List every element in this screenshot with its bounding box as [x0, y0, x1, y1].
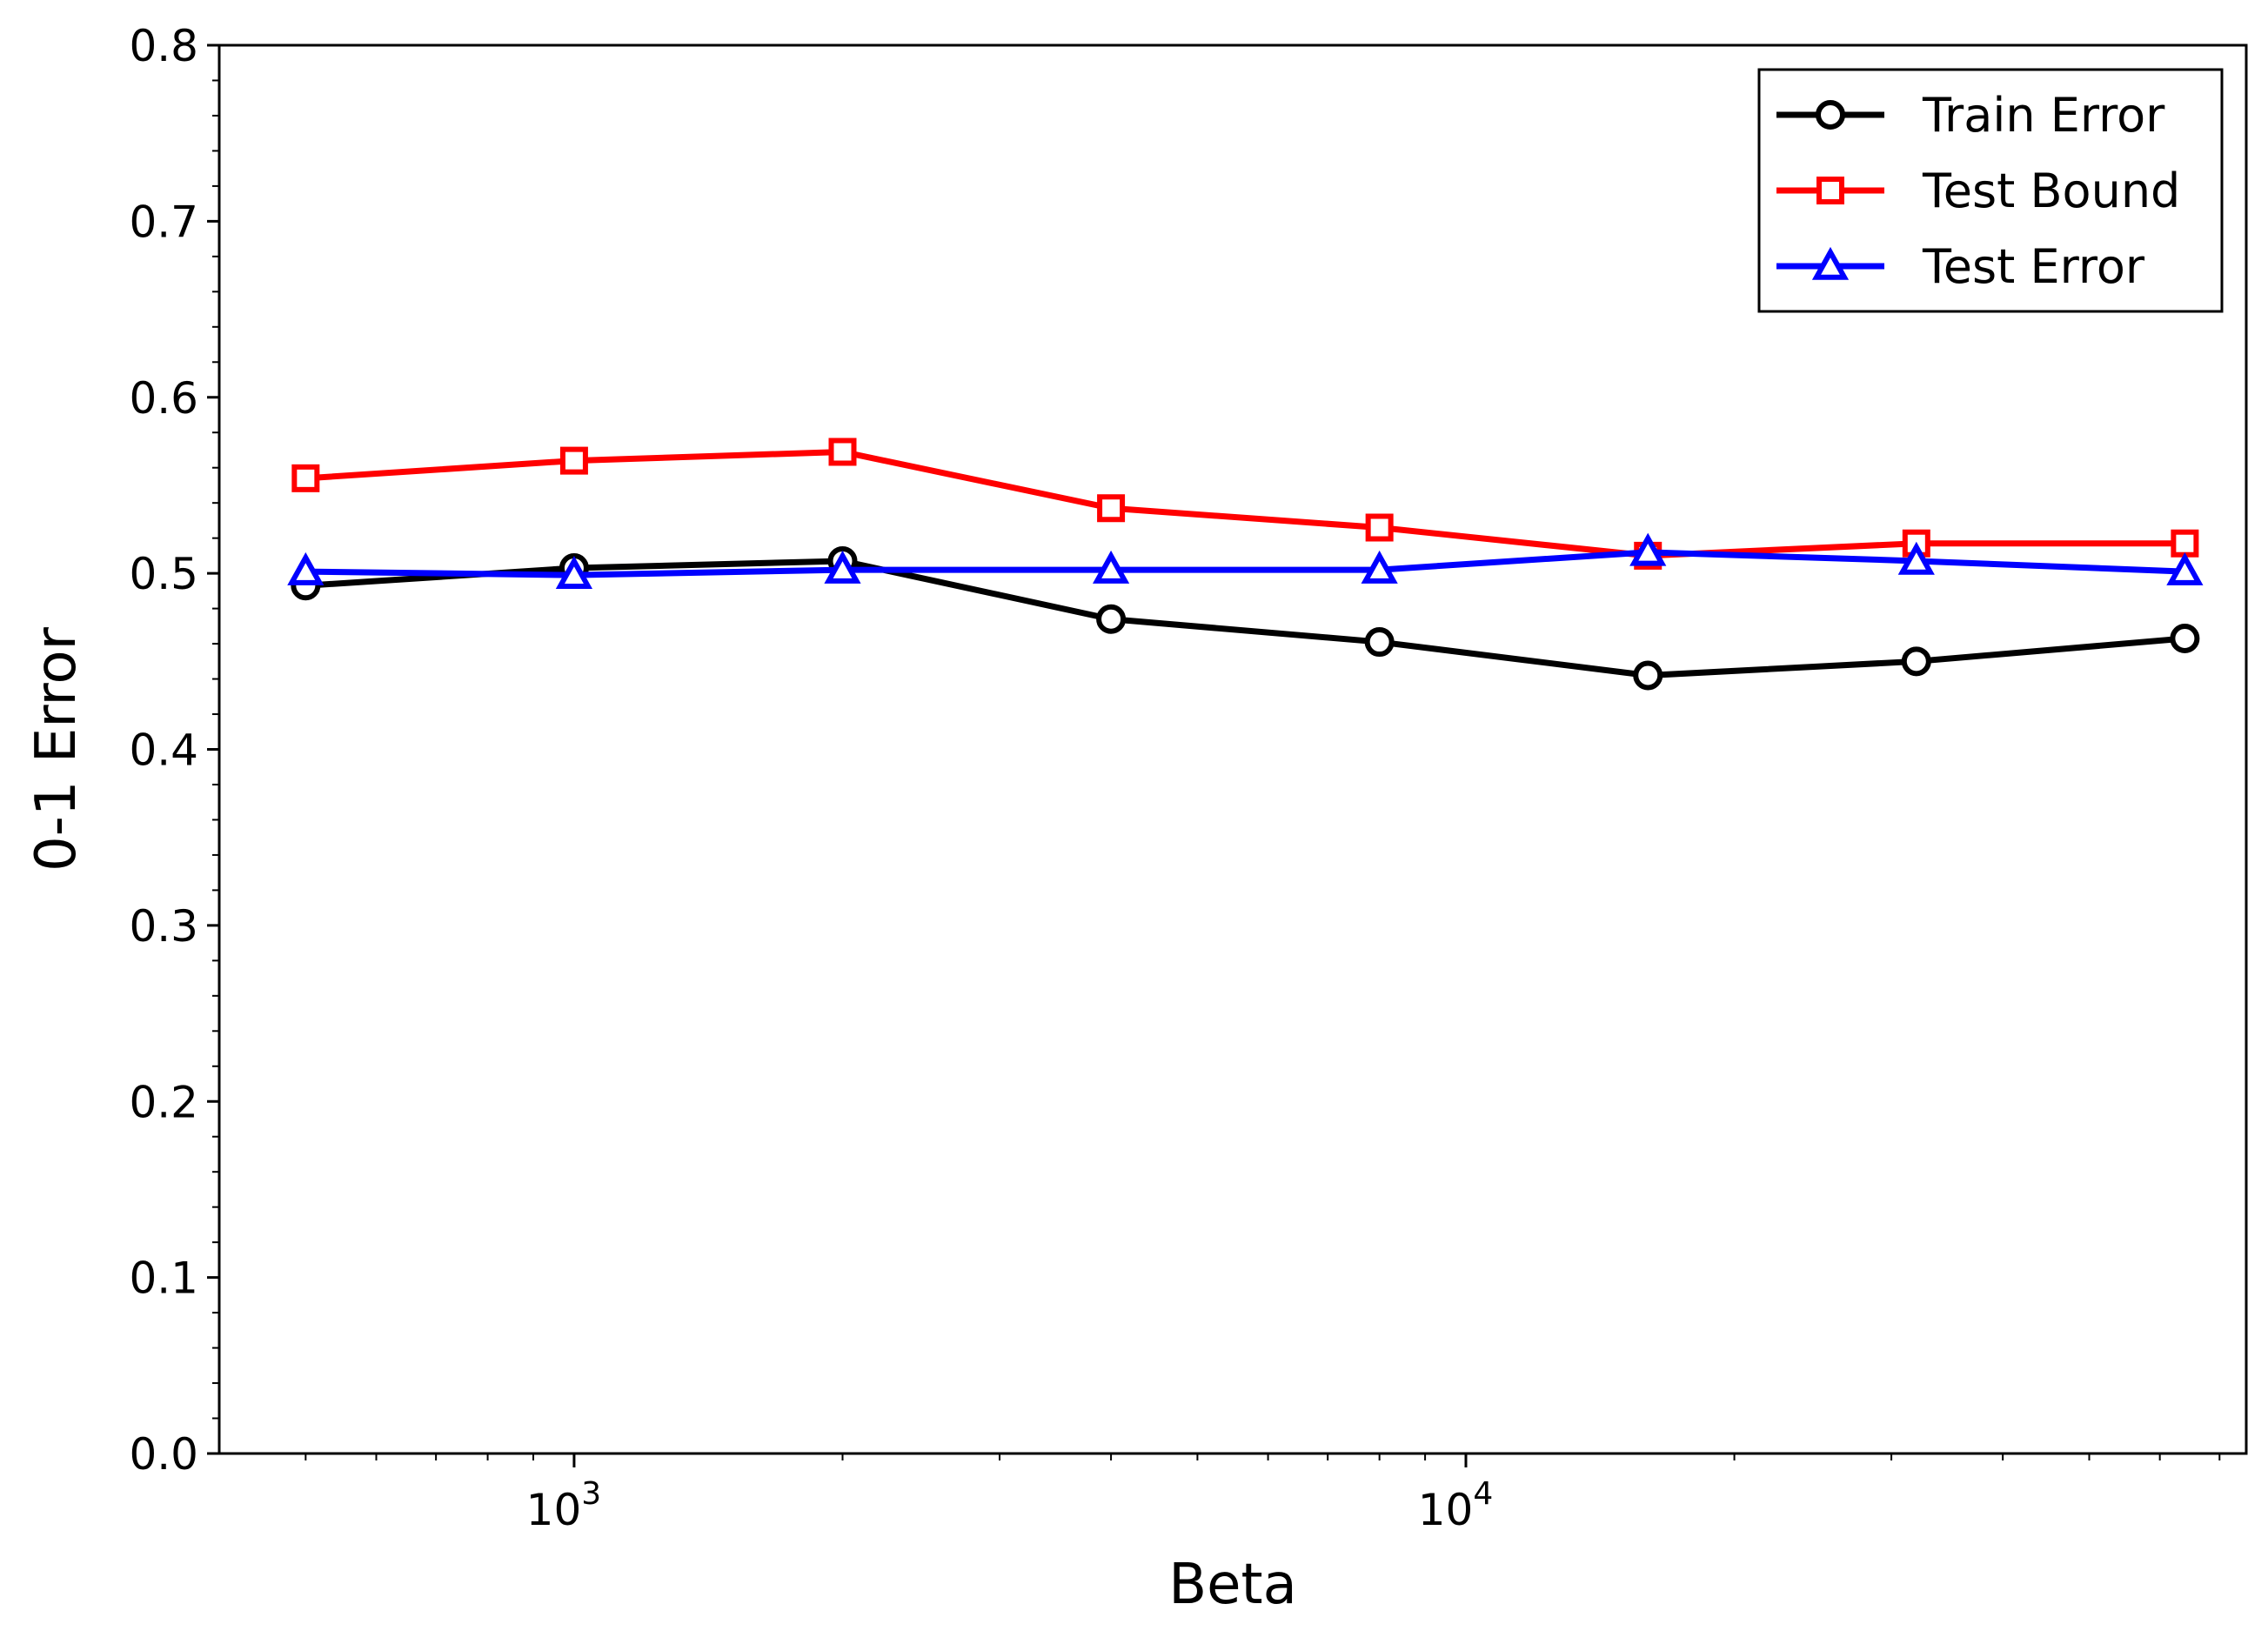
- data-point-triangle: [555, 555, 593, 589]
- data-point-square: [1097, 494, 1126, 523]
- x-axis-label: Beta: [1168, 1553, 1297, 1617]
- y-tick-label: 0.5: [129, 549, 198, 599]
- series-layer: [287, 438, 2204, 691]
- data-point-triangle: [2166, 551, 2204, 585]
- x-tick-label: 103: [526, 1476, 602, 1535]
- legend-entry: Test Bound: [1776, 164, 2180, 218]
- data-point-triangle: [1092, 550, 1130, 584]
- series-test-error: [287, 532, 2204, 589]
- y-tick-label: 0.7: [129, 197, 198, 247]
- data-point-triangle: [287, 551, 324, 585]
- data-point-triangle: [824, 550, 861, 584]
- data-point-square: [559, 446, 588, 475]
- series-line: [305, 558, 2185, 679]
- y-axis-label: 0-1 Error: [24, 626, 89, 872]
- x-tick-base: 10: [526, 1485, 582, 1535]
- x-tick-exponent: 3: [581, 1476, 601, 1512]
- x-tick-label: 104: [1418, 1476, 1494, 1535]
- y-tick-label: 0.4: [129, 725, 198, 776]
- data-point-circle: [2170, 624, 2200, 654]
- y-tick-label: 0.8: [129, 21, 198, 71]
- data-point-circle: [1364, 627, 1395, 658]
- series-test-bound: [291, 438, 2199, 570]
- legend-label: Test Bound: [1922, 164, 2180, 218]
- y-tick-label: 0.0: [129, 1429, 198, 1480]
- legend-marker-square: [1816, 177, 1844, 204]
- data-point-triangle: [1361, 550, 1398, 584]
- series-line: [305, 549, 2185, 578]
- legend-marker-circle: [1816, 100, 1845, 130]
- legend-entry: Train Error: [1776, 88, 2165, 143]
- data-point-triangle: [1629, 532, 1667, 566]
- y-tick-label: 0.3: [129, 901, 198, 952]
- y-tick-label: 0.6: [129, 373, 198, 424]
- x-tick-exponent: 4: [1473, 1476, 1493, 1512]
- legend: Train Error Test Bound Test Error: [1757, 68, 2224, 313]
- data-point-square: [2171, 529, 2199, 558]
- y-tick-label: 0.1: [129, 1253, 198, 1304]
- data-point-square: [828, 438, 857, 466]
- series-line: [305, 448, 2185, 559]
- legend-entry: Test Error: [1776, 239, 2145, 294]
- data-point-circle: [1096, 604, 1127, 634]
- legend-label: Train Error: [1922, 88, 2165, 143]
- data-point-triangle: [1897, 541, 1935, 575]
- legend-label: Test Error: [1922, 239, 2145, 294]
- legend-marker-triangle: [1811, 246, 1850, 280]
- data-point-circle: [1633, 660, 1663, 691]
- data-point-circle: [1901, 646, 1931, 677]
- data-point-square: [1365, 513, 1394, 542]
- data-point-square: [291, 464, 320, 492]
- series-train-error: [291, 545, 2200, 691]
- x-tick-base: 10: [1418, 1485, 1474, 1535]
- y-tick-label: 0.2: [129, 1077, 198, 1127]
